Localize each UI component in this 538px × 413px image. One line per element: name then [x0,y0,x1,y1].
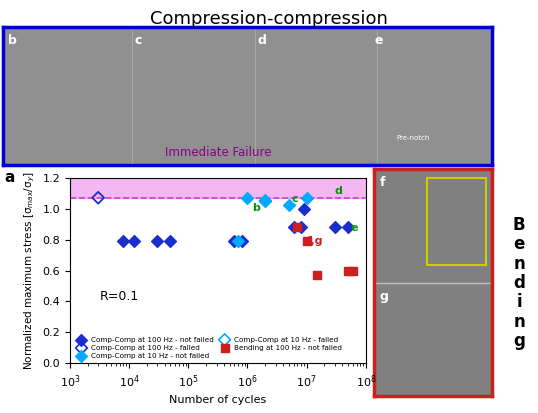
Text: a: a [5,170,15,185]
Text: Pre-notch: Pre-notch [397,135,430,141]
X-axis label: Number of cycles: Number of cycles [169,395,266,405]
Text: d: d [335,186,343,196]
Point [313,272,321,278]
Point [296,224,305,230]
Point [349,267,357,274]
Point [300,205,308,212]
Text: b: b [252,203,260,213]
Point [94,195,102,201]
Point [330,224,339,230]
Point [289,224,298,230]
Text: c: c [291,194,298,204]
Text: R=0.1: R=0.1 [100,290,139,303]
Point [293,224,302,230]
Text: f,g: f,g [307,236,323,246]
Point [243,195,252,201]
Point [166,238,175,244]
Point [237,238,246,244]
Text: d: d [257,34,266,47]
Point [130,238,138,244]
Bar [427,178,486,265]
Text: B
e
n
d
i
n
g: B e n d i n g [513,216,526,350]
Text: g: g [380,290,388,303]
Text: Immediate Failure: Immediate Failure [165,146,271,159]
Point [344,224,352,230]
Point [119,238,128,244]
Text: e: e [375,34,383,47]
Text: e: e [350,223,358,233]
Point [344,267,352,274]
Y-axis label: Normalized maximum stress [σ$_{max}$/σ$_y$]: Normalized maximum stress [σ$_{max}$/σ$_… [23,171,37,370]
Point [153,238,161,244]
Point [230,238,239,244]
Point [302,238,311,244]
Point [234,238,243,244]
Point [261,197,270,204]
Legend: Comp-Comp at 100 Hz - not failed, Comp-Comp at 100 Hz - failed, Comp-Comp at 10 : Comp-Comp at 100 Hz - not failed, Comp-C… [74,336,343,360]
Point [261,197,270,204]
Point [302,195,311,201]
Point [285,202,293,209]
Text: c: c [135,34,142,47]
Bar [70,170,366,198]
Text: f: f [380,176,385,189]
Text: b: b [8,34,17,47]
Text: Compression-compression: Compression-compression [150,10,388,28]
